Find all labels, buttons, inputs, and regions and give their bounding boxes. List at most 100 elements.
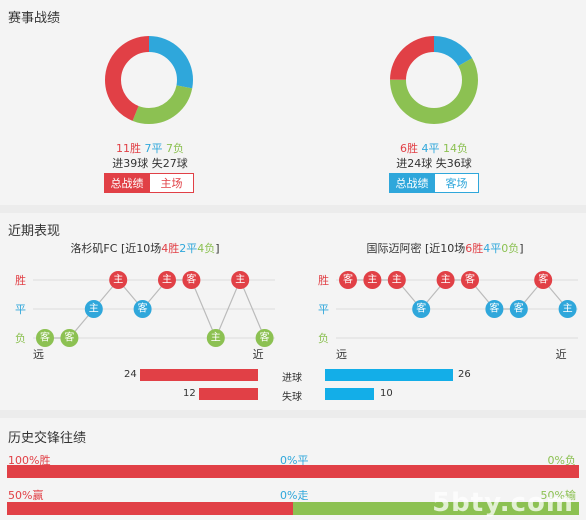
away-match-node: 客: [485, 300, 504, 318]
home-recent-draws: 2平: [179, 242, 198, 255]
season-title: 赛事战绩: [8, 11, 61, 26]
home-match-venue: 客: [186, 273, 196, 286]
away-wins: 6胜: [400, 142, 418, 155]
away-loss-slice: [390, 36, 478, 124]
home-far-label: 远: [33, 348, 44, 361]
away-form-line: [348, 279, 569, 310]
home-scored-bar: [139, 369, 258, 381]
home-win-slice: [105, 36, 193, 124]
away-match-dot: [412, 300, 431, 318]
home-match-node: 客: [133, 300, 152, 318]
away-match-venue: 主: [392, 274, 402, 286]
history-handicap-bar: [7, 502, 579, 515]
away-match-venue: 客: [465, 273, 475, 286]
away-match-node: 客: [534, 271, 553, 289]
home-donut: [105, 36, 193, 124]
home-match-dot: [182, 271, 201, 289]
home-match-node: 主: [158, 271, 176, 289]
away-scored-value: 26: [458, 369, 471, 380]
home-match-venue: 客: [40, 331, 50, 344]
away-recent-draws: 4平: [483, 242, 502, 255]
home-recent-losses: 4负: [197, 242, 216, 255]
away-recent-prefix: [近10场: [424, 242, 466, 255]
away-match-venue: 客: [489, 302, 499, 315]
away-match-dot: [363, 271, 382, 289]
away-tab-total[interactable]: 总战绩: [389, 173, 435, 193]
recent-form-chart: 胜平负客客主主客主 客主主客远近 胜平负客主主客主 客客 客客主远近: [15, 271, 578, 361]
away-match-node: 客: [509, 300, 528, 318]
home-match-dot: [60, 329, 79, 347]
away-axis-d: 平: [318, 303, 329, 316]
recent-title: 近期表现: [8, 224, 61, 239]
away-recent-header: 国际迈阿密 [近10场6胜4平0负]: [320, 240, 570, 256]
home-goals: 进39球 失27球: [112, 157, 188, 170]
away-match-dot: [339, 271, 357, 289]
away-match-venue: 主: [563, 303, 573, 315]
away-match-dot: [461, 271, 479, 289]
home-match-node: 客: [36, 329, 54, 347]
away-tab-venue[interactable]: 客场: [434, 173, 479, 193]
away-team-name: 国际迈阿密: [366, 242, 422, 255]
home-conceded-bar: [198, 388, 258, 400]
home-loss-slice: [105, 36, 193, 124]
home-match-dot: [109, 271, 128, 289]
away-match-node: 客: [461, 271, 479, 289]
home-record: 11胜 7平 7负: [100, 140, 200, 156]
away-recent-losses: 0负: [501, 242, 520, 255]
home-recent-suffix: ]: [215, 242, 220, 255]
away-far-label: 远: [336, 348, 347, 361]
home-tab-venue[interactable]: 主场: [149, 173, 194, 193]
history-handicap-win-pct: 50%赢: [8, 489, 44, 502]
away-match-venue: 客: [538, 273, 548, 286]
away-match-venue: 主: [441, 274, 451, 286]
home-conceded-value: 12: [183, 388, 196, 399]
history-handicap-home-fill: [7, 502, 293, 515]
home-match-venue: 主: [211, 332, 221, 344]
away-match-venue: 主: [367, 274, 377, 286]
home-match-node: 客: [60, 329, 79, 347]
conceded-label: 失球: [282, 392, 302, 403]
home-match-venue: 主: [113, 274, 123, 286]
home-match-venue: 主: [235, 274, 245, 286]
history-handicap-loss-pct: 50%输: [540, 489, 576, 502]
home-match-venue: 客: [260, 331, 270, 344]
scored-label: 进球: [282, 373, 302, 384]
away-match-venue: 客: [416, 302, 426, 315]
home-match-dot: [158, 271, 176, 289]
home-match-node: 客: [255, 329, 274, 347]
away-match-venue: 客: [343, 273, 353, 286]
home-losses: 7负: [166, 142, 184, 155]
home-match-venue: 客: [64, 331, 74, 344]
away-match-node: 主: [436, 271, 455, 289]
home-match-dot: [36, 329, 54, 347]
away-match-node: 主: [387, 271, 406, 289]
away-match-dot: [387, 271, 406, 289]
away-axis-w: 胜: [318, 273, 329, 287]
home-axis-d: 平: [15, 303, 26, 316]
away-goals: 进24球 失36球: [396, 157, 472, 170]
home-match-dot: [231, 271, 250, 289]
home-axis-w: 胜: [15, 273, 26, 287]
home-draws: 7平: [144, 142, 163, 155]
history-result-home-fill: [7, 465, 579, 478]
history-loss-pct: 0%负: [547, 454, 576, 467]
home-recent-header: 洛杉矶FC [近10场4胜2平4负]: [20, 240, 270, 256]
away-scored-bar: [325, 369, 453, 381]
away-draws: 4平: [421, 142, 440, 155]
away-match-node: 客: [339, 271, 357, 289]
away-conceded-value: 10: [380, 388, 393, 399]
away-recent-wins: 6胜: [465, 242, 484, 255]
away-match-dot: [485, 300, 504, 318]
away-match-node: 客: [412, 300, 431, 318]
home-wins: 11胜: [116, 142, 141, 155]
home-tab-total[interactable]: 总战绩: [104, 173, 150, 193]
home-form-line: [45, 278, 266, 340]
home-team-name: 洛杉矶FC: [70, 242, 118, 255]
home-recent-wins: 4胜: [161, 242, 180, 255]
home-match-node: 主: [206, 329, 225, 347]
home-match-dot: [206, 329, 225, 347]
home-match-dot: [84, 300, 103, 318]
away-match-dot: [558, 300, 577, 318]
home-match-dot: [133, 300, 152, 318]
away-match-dot: [509, 300, 528, 318]
